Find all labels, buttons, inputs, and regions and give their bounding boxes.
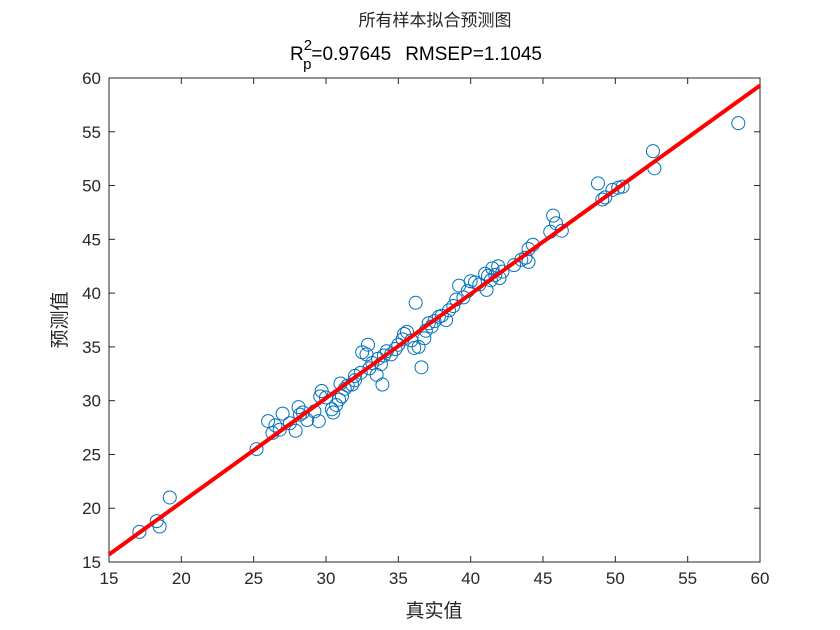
y-tick-label: 45 xyxy=(82,230,101,249)
y-tick-label: 60 xyxy=(82,69,101,88)
data-point xyxy=(615,179,630,194)
data-point xyxy=(388,342,403,357)
r-symbol: R xyxy=(290,44,304,65)
data-point xyxy=(421,316,436,331)
data-point xyxy=(605,182,620,197)
y-tick-label: 25 xyxy=(82,445,101,464)
r-subscript: p xyxy=(303,56,311,73)
data-point xyxy=(360,337,375,352)
data-point xyxy=(311,414,326,429)
y-tick-label: 35 xyxy=(82,338,101,357)
data-point xyxy=(326,405,341,420)
data-point xyxy=(353,365,368,380)
chart-subtitle: R2 p=0.97645 RMSEP=1.1045 xyxy=(290,37,542,73)
data-point xyxy=(427,314,442,329)
data-point xyxy=(291,400,306,415)
data-point xyxy=(483,273,498,288)
data-point xyxy=(376,348,391,363)
y-ticks: 15 20 25 30 35 40 45 50 55 60 xyxy=(82,69,760,572)
data-point xyxy=(645,144,660,159)
data-point xyxy=(417,331,432,346)
data-point xyxy=(288,423,303,438)
data-point xyxy=(546,208,561,223)
data-point xyxy=(162,490,177,505)
x-tick-label: 30 xyxy=(317,569,336,588)
data-point xyxy=(268,418,283,433)
x-tick-label: 40 xyxy=(461,569,480,588)
y-tick-label: 15 xyxy=(82,553,101,572)
data-point xyxy=(598,190,613,205)
y-tick-label: 50 xyxy=(82,177,101,196)
data-point xyxy=(731,116,746,131)
data-point xyxy=(332,392,347,407)
data-point xyxy=(521,254,536,269)
data-point xyxy=(549,216,564,231)
x-tick-label: 15 xyxy=(100,569,119,588)
data-point xyxy=(488,267,503,282)
data-point xyxy=(590,176,605,191)
x-tick-label: 45 xyxy=(534,569,553,588)
y-tick-label: 30 xyxy=(82,392,101,411)
x-tick-label: 25 xyxy=(244,569,263,588)
data-point xyxy=(446,299,461,314)
x-tick-label: 35 xyxy=(389,569,408,588)
data-point xyxy=(495,264,510,279)
x-tick-label: 20 xyxy=(172,569,191,588)
data-point xyxy=(441,303,456,318)
data-point xyxy=(391,337,406,352)
data-point xyxy=(249,442,264,457)
data-point xyxy=(414,360,429,375)
data-point xyxy=(595,192,610,207)
r-superscript: 2 xyxy=(304,37,312,54)
chart-title: 所有样本拟合预测图 xyxy=(359,11,512,31)
x-tick-label: 55 xyxy=(678,569,697,588)
y-tick-label: 40 xyxy=(82,284,101,303)
data-point xyxy=(324,402,339,417)
data-point xyxy=(272,422,287,437)
data-point xyxy=(485,261,500,276)
x-tick-label: 50 xyxy=(606,569,625,588)
data-point xyxy=(282,416,297,431)
r-value: =0.97645 xyxy=(311,44,391,65)
y-tick-label: 20 xyxy=(82,499,101,518)
fit-line xyxy=(107,83,762,557)
fit-line-group xyxy=(107,83,762,557)
data-point xyxy=(408,295,423,310)
x-axis-label: 真实值 xyxy=(405,600,462,622)
data-point xyxy=(434,308,449,323)
data-point xyxy=(375,377,390,392)
data-point xyxy=(132,524,147,539)
x-ticks: 15 20 25 30 35 40 45 50 55 60 xyxy=(100,78,770,588)
rmsep-value: RMSEP=1.1045 xyxy=(405,44,542,65)
data-point xyxy=(275,406,290,421)
y-axis-label: 预测值 xyxy=(49,291,71,348)
y-tick-label: 55 xyxy=(82,123,101,142)
x-tick-label: 60 xyxy=(751,569,770,588)
